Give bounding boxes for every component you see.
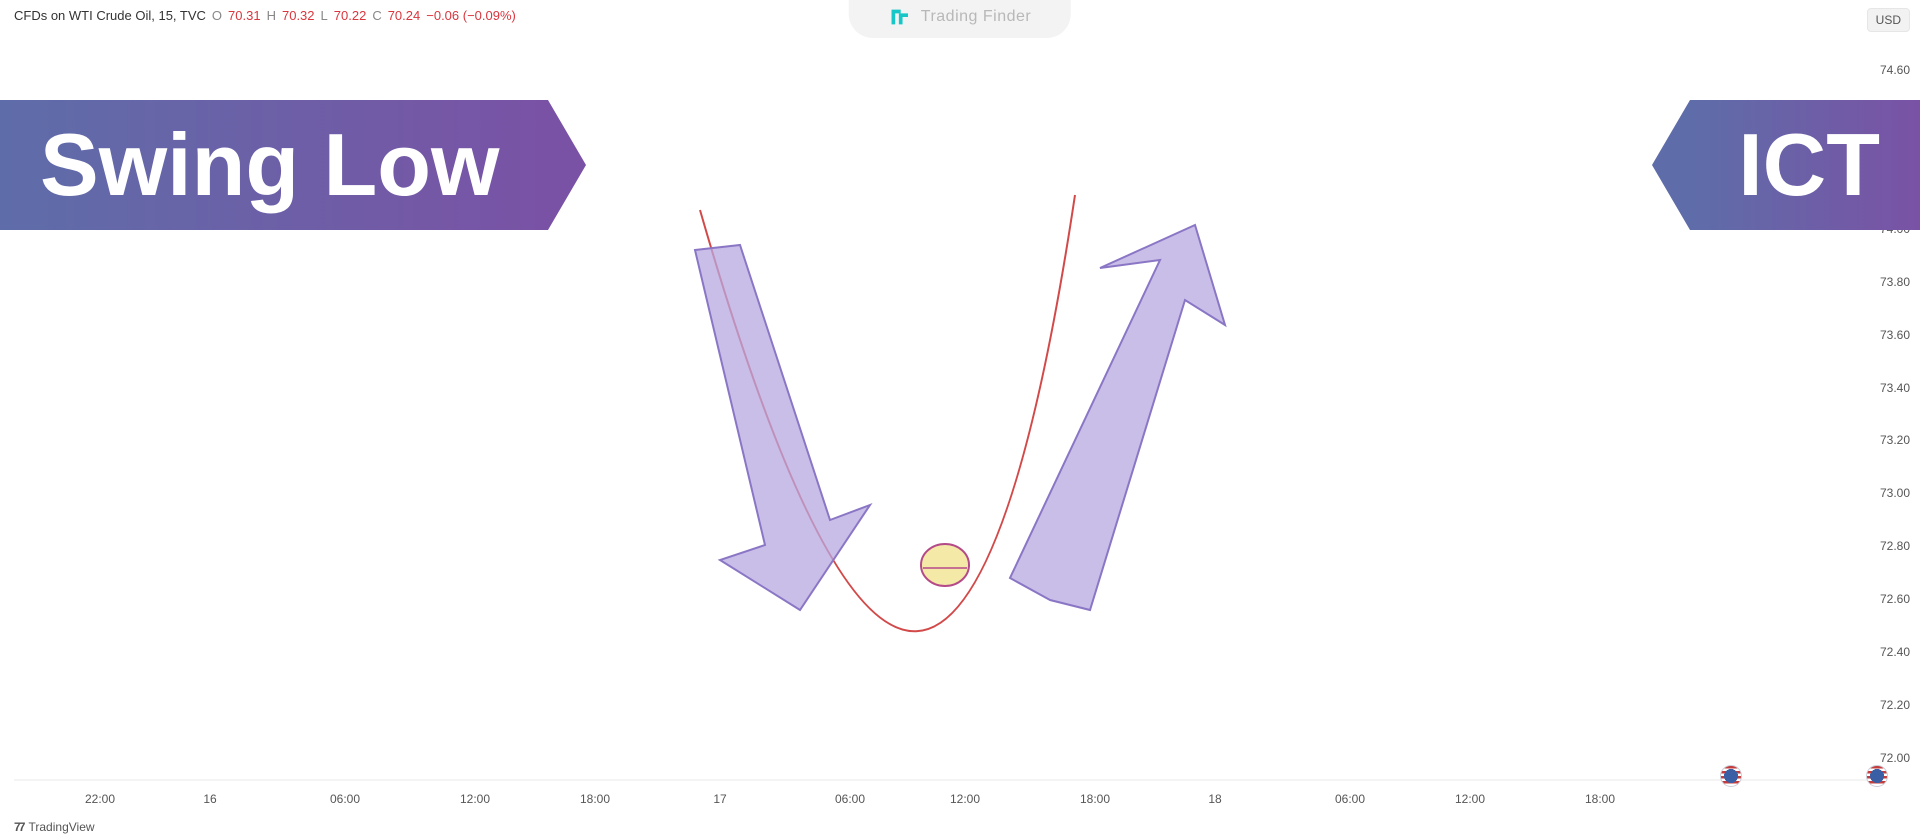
us-flag-icon[interactable] [1720,765,1742,787]
ohlc-h-label: H [267,8,276,23]
x-tick: 18 [1208,792,1221,806]
y-tick: 72.40 [1880,645,1910,659]
ohlc-c-label: C [372,8,381,23]
y-tick: 72.00 [1880,751,1910,765]
x-tick: 18:00 [1585,792,1615,806]
down-arrow-icon [695,245,870,610]
y-tick: 72.80 [1880,539,1910,553]
x-tick: 18:00 [580,792,610,806]
x-tick: 06:00 [835,792,865,806]
y-tick: 73.40 [1880,381,1910,395]
swing-low-marker [921,544,969,586]
y-tick: 73.20 [1880,433,1910,447]
tradingview-watermark: 77 TradingView [14,820,95,834]
us-flag-icon[interactable] [1866,765,1888,787]
y-tick: 73.60 [1880,328,1910,342]
y-tick: 73.00 [1880,486,1910,500]
up-arrow-icon [1010,225,1225,610]
x-tick: 22:00 [85,792,115,806]
x-tick: 06:00 [330,792,360,806]
x-tick: 17 [713,792,726,806]
symbol-name[interactable]: CFDs on WTI Crude Oil, 15, TVC [14,8,206,23]
ohlc-o-label: O [212,8,222,23]
brand-name: Trading Finder [921,8,1031,26]
ohlc-o-value: 70.31 [228,8,261,23]
x-tick: 12:00 [1455,792,1485,806]
y-tick: 72.20 [1880,698,1910,712]
y-tick: 74.60 [1880,63,1910,77]
x-tick: 18:00 [1080,792,1110,806]
ohlc-c-value: 70.24 [388,8,421,23]
ohlc-change: −0.06 (−0.09%) [426,8,516,23]
x-tick: 06:00 [1335,792,1365,806]
x-tick: 12:00 [460,792,490,806]
ohlc-h-value: 70.32 [282,8,315,23]
y-tick: 72.60 [1880,592,1910,606]
overlay-title-left: Swing Low [0,100,548,230]
x-tick: 12:00 [950,792,980,806]
ohlc-l-label: L [321,8,328,23]
y-tick: 73.80 [1880,275,1910,289]
ohlc-l-value: 70.22 [334,8,367,23]
brand-pill: Trading Finder [849,0,1071,38]
x-tick: 16 [203,792,216,806]
x-axis: 22:00 16 06:00 12:00 18:00 17 06:00 12:00 18:00 1… [0,792,1520,810]
swing-curve [700,195,1075,631]
trading-finder-logo-icon [889,6,911,28]
symbol-info-bar: CFDs on WTI Crude Oil, 15, TVC O70.31 H7… [14,8,516,23]
overlay-title-right: ICT [1690,100,1920,230]
